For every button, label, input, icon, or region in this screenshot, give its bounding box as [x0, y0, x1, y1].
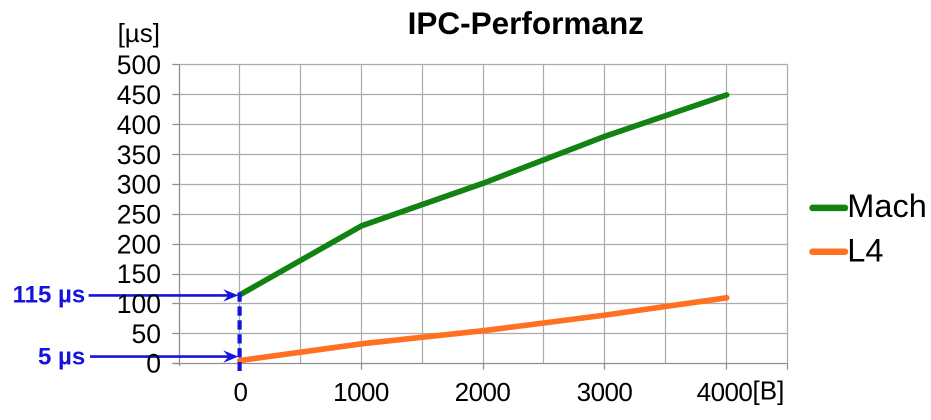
svg-text:1000: 1000: [333, 377, 389, 407]
svg-text:3000: 3000: [577, 377, 633, 407]
svg-text:300: 300: [117, 170, 161, 200]
svg-text:500: 500: [117, 50, 161, 80]
svg-text:200: 200: [117, 229, 161, 259]
svg-text:100: 100: [117, 289, 161, 319]
svg-text:2000: 2000: [455, 377, 511, 407]
svg-text:5 µs: 5 µs: [38, 343, 85, 370]
svg-text:0: 0: [146, 349, 161, 379]
svg-text:150: 150: [117, 259, 161, 289]
svg-text:115 µs: 115 µs: [13, 281, 86, 308]
svg-text:250: 250: [117, 199, 161, 229]
svg-text:[µs]: [µs]: [118, 18, 160, 48]
svg-text:50: 50: [132, 319, 161, 349]
svg-text:400: 400: [117, 110, 161, 140]
svg-text:Mach: Mach: [847, 188, 926, 224]
svg-text:IPC-Performanz: IPC-Performanz: [408, 5, 644, 41]
svg-text:450: 450: [117, 80, 161, 110]
svg-text:[B]: [B]: [753, 376, 785, 406]
svg-text:4000: 4000: [697, 377, 753, 407]
svg-text:0: 0: [234, 377, 248, 407]
svg-text:L4: L4: [847, 232, 883, 268]
svg-text:350: 350: [117, 140, 161, 170]
